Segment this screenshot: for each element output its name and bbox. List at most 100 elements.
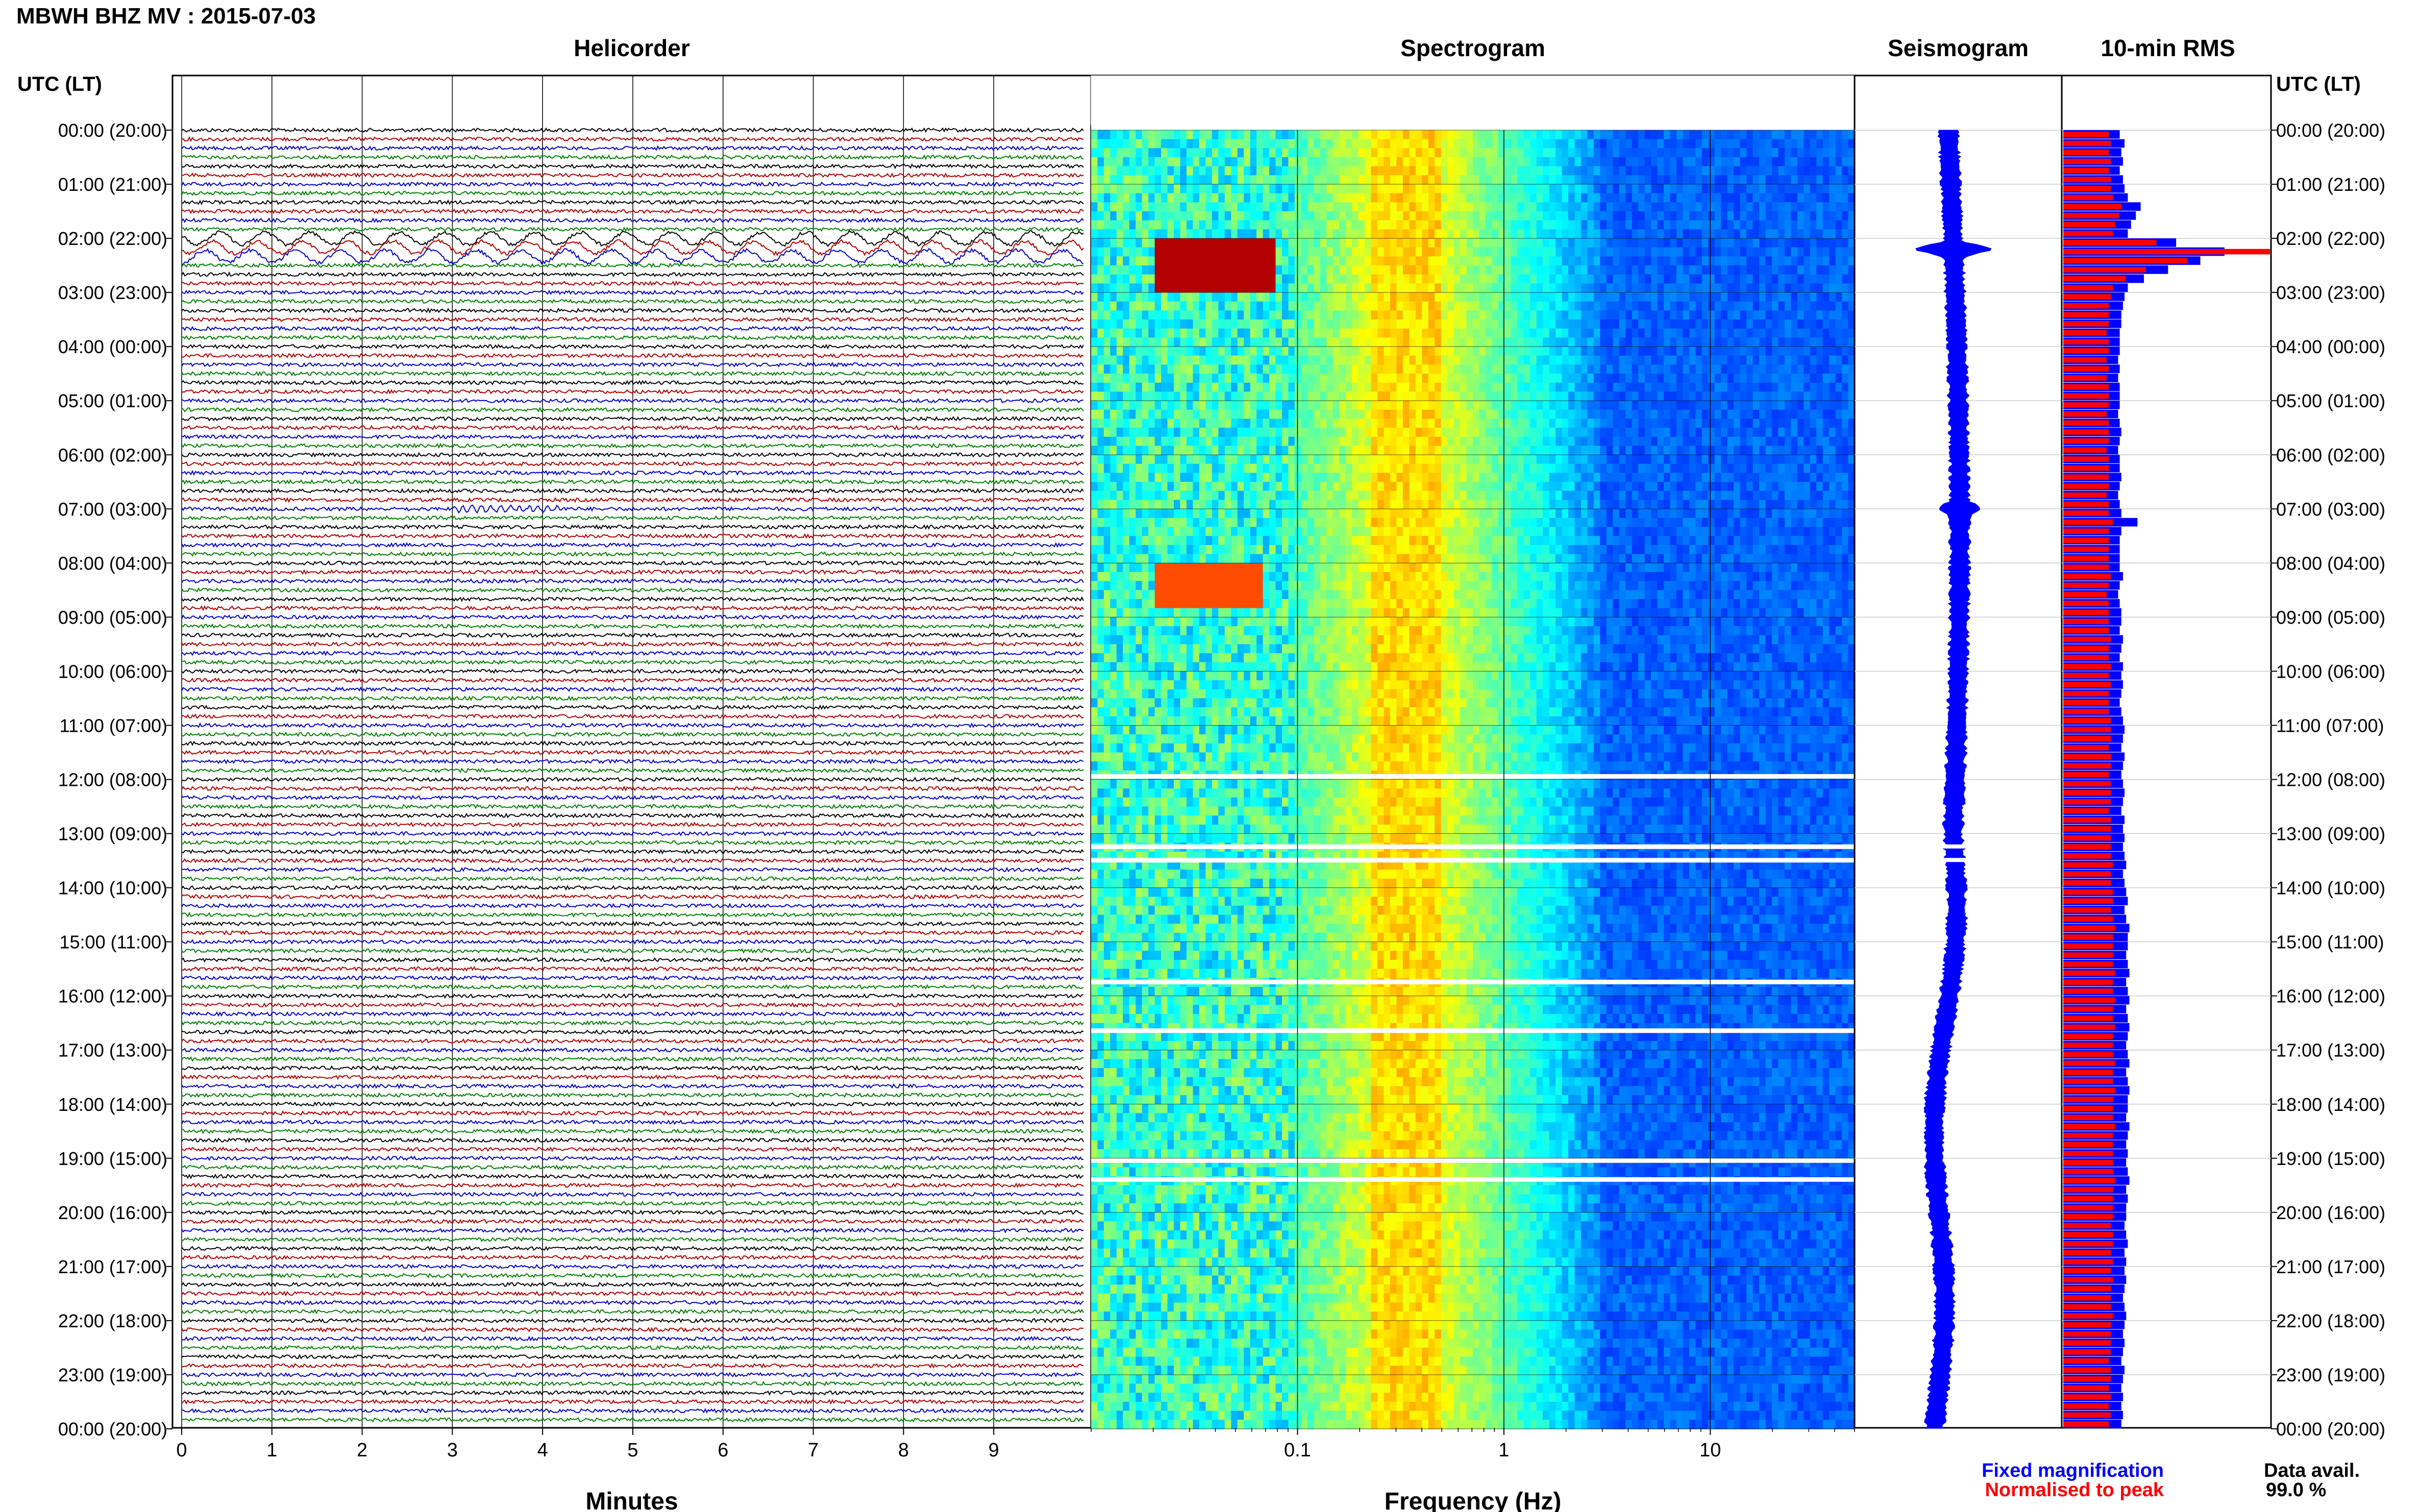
rms-bar-normalised <box>2063 1159 2113 1166</box>
rms-bar-normalised <box>2063 1277 2113 1283</box>
rms-bar-normalised <box>2063 1358 2109 1364</box>
time-tick-label: 01:00 (21:00) <box>58 174 167 195</box>
rms-bar-normalised <box>2063 411 2107 417</box>
rms-bar-normalised <box>2063 1051 2113 1057</box>
helicorder-trace <box>181 1390 1084 1396</box>
helicorder-trace <box>181 857 1084 864</box>
time-tick-label: 10:00 (06:00) <box>2276 661 2385 682</box>
rms-bar-normalised <box>2063 1043 2113 1048</box>
helicorder-trace <box>181 1236 1084 1243</box>
rms-bar-normalised <box>2063 907 2111 913</box>
rms-bar-normalised <box>2063 853 2111 859</box>
rms-bar-normalised <box>2063 1213 2113 1220</box>
helicorder-trace <box>181 307 1084 314</box>
rms-bar-normalised <box>2063 1259 2113 1265</box>
minute-tick-label: 5 <box>627 1440 638 1461</box>
time-tick-label: 07:00 (03:00) <box>2276 499 2385 519</box>
rms-bar-normalised <box>2063 465 2109 471</box>
rms-bar-normalised <box>2063 267 2146 272</box>
helicorder-trace <box>181 398 1084 404</box>
helicorder-trace <box>181 353 1084 359</box>
rms-bar-normalised <box>2063 1205 2113 1210</box>
rms-bar-normalised <box>2063 474 2109 480</box>
rms-bar-normalised <box>2063 1304 2111 1310</box>
helicorder-trace <box>181 551 1084 557</box>
helicorder-trace <box>181 695 1084 701</box>
minute-tick-label: 4 <box>537 1440 548 1461</box>
time-axis-label-left: UTC (LT) <box>17 73 102 95</box>
helicorder-trace <box>181 190 1084 196</box>
rms-bar-normalised <box>2063 1394 2111 1400</box>
helicorder-trace <box>181 230 1084 247</box>
legend-fixed-magnification: Fixed magnification <box>1982 1460 2164 1481</box>
helicorder-trace <box>181 894 1084 900</box>
rms-bar-normalised <box>2063 1151 2113 1156</box>
helicorder-trace <box>181 1291 1084 1297</box>
rms-bar-normalised <box>2063 555 2109 561</box>
helicorder-trace <box>181 434 1084 440</box>
helicorder-trace <box>181 876 1084 882</box>
helicorder-trace <box>182 1362 1084 1369</box>
time-tick-label: 00:00 (20:00) <box>58 1419 167 1440</box>
helicorder-trace <box>181 614 1084 620</box>
rms-bar-normalised <box>2063 916 2113 922</box>
helicorder-trace <box>181 247 1084 265</box>
time-tick-label: 15:00 (11:00) <box>60 932 167 953</box>
helicorder-trace <box>181 722 1084 729</box>
rms-bar-normalised <box>2063 997 2115 1003</box>
helicorder-trace <box>181 524 1084 530</box>
minutes-axis-label: Minutes <box>585 1488 678 1512</box>
time-tick-label: 17:00 (13:00) <box>2276 1040 2385 1061</box>
helicorder-trace <box>181 1380 1084 1386</box>
rms-bar-normalised <box>2063 564 2109 570</box>
rms-bar-normalised <box>2063 1169 2113 1175</box>
spectrogram-panel <box>1090 75 1856 1429</box>
rms-bar-normalised <box>2063 1105 2113 1111</box>
helicorder-trace <box>181 1372 1084 1378</box>
helicorder-trace <box>181 1092 1084 1098</box>
rms-bar-normalised <box>2063 483 2109 489</box>
minute-tick-label: 0 <box>176 1440 187 1461</box>
rms-bar-normalised <box>2063 528 2109 534</box>
rms-bar-normalised <box>2063 384 2109 390</box>
helicorder-trace <box>181 984 1084 990</box>
time-tick-label: 03:00 (23:00) <box>2276 282 2385 303</box>
rms-bar-normalised <box>2063 1412 2111 1418</box>
helicorder-trace <box>181 930 1084 936</box>
rms-bar-normalised <box>2063 655 2109 660</box>
helicorder-trace <box>181 362 1084 367</box>
helicorder-trace <box>181 1182 1084 1188</box>
helicorder-trace <box>181 1273 1084 1279</box>
helicorder-trace <box>181 1128 1084 1134</box>
time-tick-label: 07:00 (03:00) <box>58 499 167 519</box>
time-tick-label: 08:00 (04:00) <box>58 553 167 574</box>
minute-tick-label: 8 <box>898 1440 909 1461</box>
helicorder-trace <box>181 370 1084 377</box>
time-tick-label: 20:00 (16:00) <box>58 1202 167 1223</box>
time-tick-label: 16:00 (12:00) <box>58 986 167 1007</box>
helicorder-trace <box>181 659 1084 665</box>
spectrogram-data-gap <box>1091 858 1855 863</box>
rms-bar-normalised <box>2063 330 2107 336</box>
rms-title: 10-min RMS <box>2101 35 2235 61</box>
helicorder-trace <box>181 154 1084 160</box>
helicorder-trace <box>181 326 1084 332</box>
rms-bar-normalised <box>2063 303 2109 309</box>
helicorder-trace <box>181 596 1084 602</box>
helicorder-trace <box>181 1038 1084 1044</box>
rms-bar-normalised <box>2063 1349 2111 1355</box>
spectrogram-data-gap <box>1091 1177 1855 1182</box>
rms-bar-normalised <box>2063 717 2111 724</box>
time-tick-label: 04:00 (00:00) <box>2276 336 2385 357</box>
rms-bar-normalised <box>2063 1250 2111 1256</box>
rms-bar-normalised <box>2063 618 2109 625</box>
rms-bar-normalised <box>2063 537 2109 543</box>
rms-bar-normalised <box>2063 321 2109 327</box>
helicorder-trace <box>181 1263 1084 1270</box>
helicorder-trace <box>181 632 1084 638</box>
rms-bar-normalised <box>2063 240 2157 245</box>
helicorder-trace <box>181 442 1084 449</box>
helicorder-trace <box>181 966 1084 972</box>
helicorder-trace <box>181 1065 1084 1071</box>
helicorder-trace <box>181 479 1084 485</box>
